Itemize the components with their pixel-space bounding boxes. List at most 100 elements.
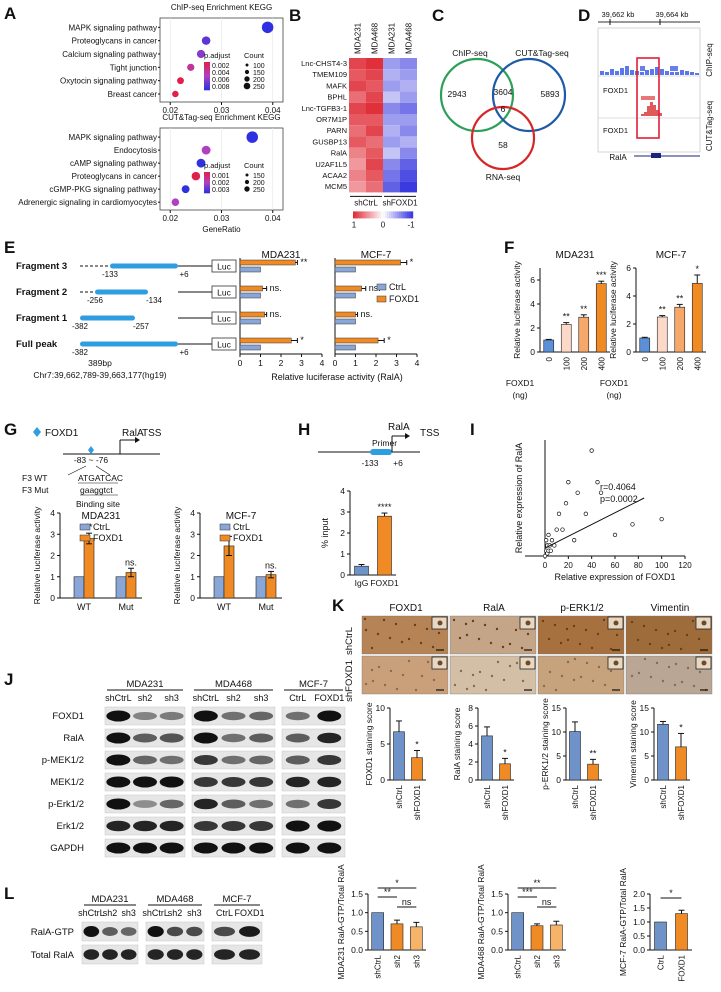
heatmap-gene-label: ACAA2 <box>322 171 347 180</box>
legend-gradient <box>204 190 210 193</box>
fragment-label: Full peak <box>16 339 58 350</box>
significance: * <box>387 335 391 345</box>
ihc-cell <box>697 637 701 641</box>
fragment-bar <box>95 289 148 295</box>
y-tick-label: 0 <box>530 347 535 357</box>
data-point <box>575 490 580 495</box>
x-tick-label: 0.02 <box>162 106 178 115</box>
legend-gradient <box>204 172 210 174</box>
heatmap-gene-label: PARN <box>327 126 347 135</box>
x-tick-label: 0.04 <box>265 106 281 115</box>
y-axis-label: Relative luciferase activity <box>32 506 42 605</box>
heatmap-cell <box>366 80 383 92</box>
kegg-title: ChIP-seq Enrichment KEGG <box>171 3 272 12</box>
significance: *** <box>596 270 607 280</box>
bar <box>560 324 572 353</box>
blot-band <box>249 799 274 809</box>
blot-band <box>166 926 184 937</box>
chip-peak <box>675 72 679 75</box>
significance: ** <box>533 878 541 888</box>
x-axis-label: Relative luciferase activity (RalA) <box>271 372 403 382</box>
y-tick-label: 1.0 <box>351 908 363 918</box>
y-tick-label: 10 <box>552 727 562 737</box>
chip-peak <box>645 70 649 75</box>
binding-site-label: Binding site <box>76 499 120 509</box>
legend-gradient <box>204 69 210 71</box>
blot-band <box>317 820 342 832</box>
data-point <box>542 553 548 559</box>
x-tick-label: sh3 <box>552 954 561 967</box>
y-tick-label: 1.0 <box>633 917 645 927</box>
significance: ns. <box>125 557 137 567</box>
blot-row-label: p-MEK1/2 <box>42 755 84 766</box>
significance: **** <box>377 502 392 512</box>
bar <box>675 913 688 951</box>
bar <box>377 515 392 576</box>
ihc-cell <box>596 632 600 636</box>
blot-band <box>221 821 246 831</box>
fragment-position: -257 <box>133 322 150 331</box>
blot-band <box>166 949 184 960</box>
y-tick-label: 1 <box>340 549 345 559</box>
heatmap-cell <box>349 181 366 193</box>
heatmap-cell <box>400 91 417 103</box>
heatmap-gene-label: RalA <box>331 149 347 158</box>
heatmap-cell <box>383 80 400 92</box>
blot-band <box>239 926 260 937</box>
y-tick-label: 0 <box>644 775 649 785</box>
ihc-cell <box>419 641 423 645</box>
heatmap-cell <box>349 125 366 137</box>
legend-padj-value: 0.006 <box>212 77 230 84</box>
legend-count-value: 150 <box>253 70 265 77</box>
blot-band <box>133 800 157 808</box>
heatmap-cell <box>366 102 383 114</box>
scale-gradient <box>353 211 356 219</box>
legend-gradient <box>204 86 210 88</box>
luc-box <box>211 259 237 273</box>
ihc-cell <box>566 638 570 642</box>
legend-size-dot <box>243 82 251 90</box>
heatmap-gene-label: MCM5 <box>325 182 347 191</box>
blot-band <box>285 820 310 832</box>
x-tick-label: Mut <box>258 602 274 612</box>
x-tick-label: sh2 <box>393 954 402 967</box>
bar <box>639 337 651 353</box>
ihc-inset-cell <box>437 660 443 666</box>
heatmap-cell <box>400 147 417 159</box>
significance: * <box>415 739 419 749</box>
p-value: p=0.0002 <box>600 494 638 504</box>
blot-band <box>133 712 157 720</box>
bar <box>569 731 581 781</box>
chip-peak <box>615 71 619 75</box>
bar <box>481 735 493 781</box>
luc-box <box>211 311 237 325</box>
y-tick-label: 4 <box>190 508 195 518</box>
blot-row-label: Erk1/2 <box>57 821 84 832</box>
venn-count: 2943 <box>448 89 467 99</box>
significance: * <box>503 747 507 757</box>
heatmap-gene-label: Lnc-TGFB3-1 <box>302 104 347 113</box>
bar <box>393 731 405 781</box>
x-tick-label: CtrL <box>657 954 666 970</box>
kegg-term: Breast cancer <box>108 90 158 99</box>
chip-peak <box>630 70 634 75</box>
ihc-cell <box>565 627 569 631</box>
blot-band <box>102 949 118 960</box>
legend-ctrl <box>219 523 231 531</box>
heatmap-cell <box>349 170 366 182</box>
x-tick-label: 0.04 <box>265 214 281 223</box>
ihc-cell <box>609 647 613 651</box>
ihc-cell <box>661 679 665 683</box>
heatmap-gene-label: OR7M1P <box>316 115 347 124</box>
y-tick-label: 2 <box>626 319 631 329</box>
legend-gradient <box>204 87 210 90</box>
legend-gradient <box>204 74 210 77</box>
x-tick-label: 200 <box>676 356 685 370</box>
ihc-cell <box>560 674 564 678</box>
x-tick-label: 100 <box>562 356 571 370</box>
heatmap-group-label: shCtrL <box>354 198 378 207</box>
data-point <box>612 532 618 538</box>
cell-line-label: MDA468 <box>215 679 252 690</box>
blot-band <box>221 842 246 854</box>
